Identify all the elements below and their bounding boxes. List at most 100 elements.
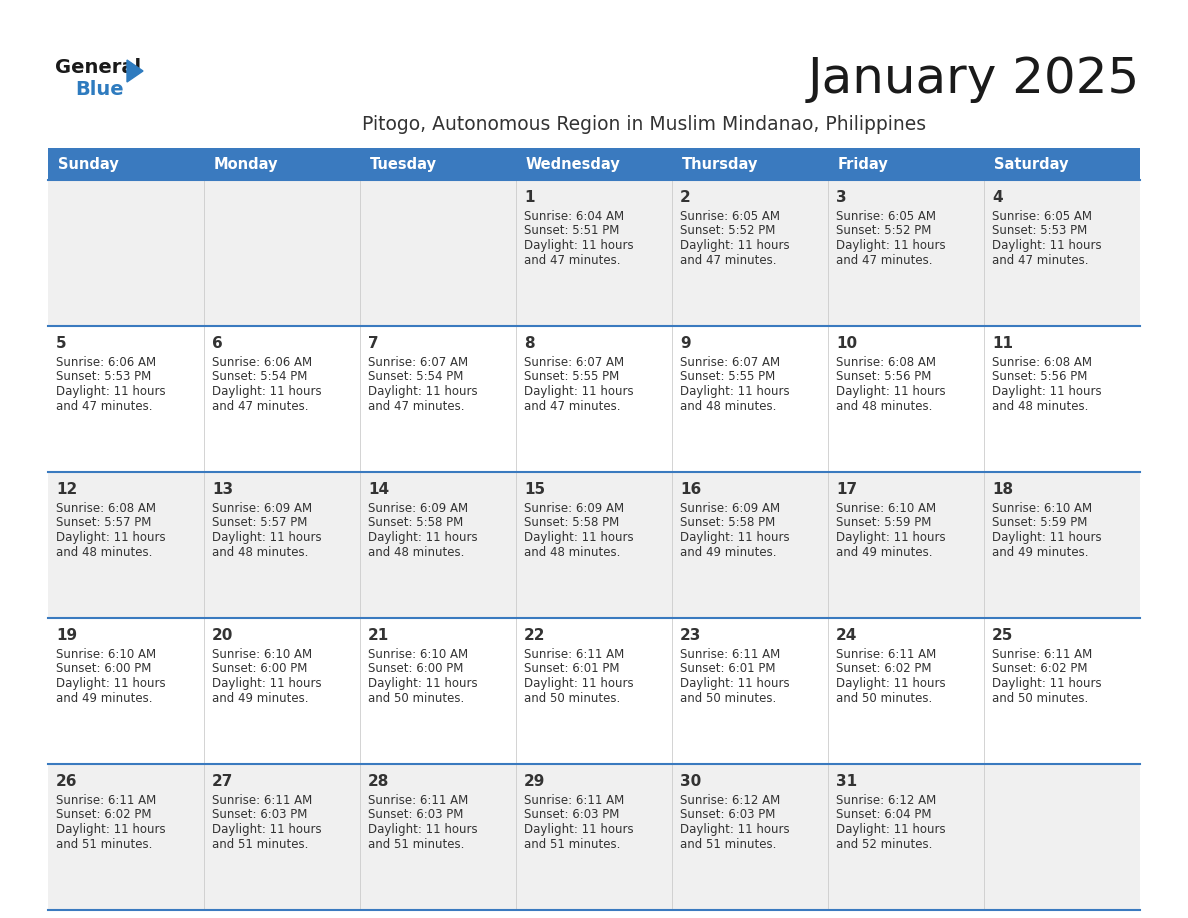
Text: Sunset: 5:52 PM: Sunset: 5:52 PM (680, 225, 776, 238)
Text: and 47 minutes.: and 47 minutes. (836, 253, 933, 266)
Text: Daylight: 11 hours: Daylight: 11 hours (211, 823, 322, 836)
Text: General: General (55, 58, 141, 77)
Text: Sunset: 6:00 PM: Sunset: 6:00 PM (368, 663, 463, 676)
Text: and 48 minutes.: and 48 minutes. (680, 399, 777, 412)
Text: 15: 15 (524, 482, 545, 497)
Text: Sunset: 6:03 PM: Sunset: 6:03 PM (211, 809, 308, 822)
Text: Sunrise: 6:11 AM: Sunrise: 6:11 AM (368, 794, 468, 807)
Text: Sunset: 6:02 PM: Sunset: 6:02 PM (836, 663, 931, 676)
Text: Sunset: 5:58 PM: Sunset: 5:58 PM (524, 517, 619, 530)
Text: 14: 14 (368, 482, 390, 497)
Text: Sunrise: 6:11 AM: Sunrise: 6:11 AM (211, 794, 312, 807)
Text: Sunset: 6:02 PM: Sunset: 6:02 PM (56, 809, 152, 822)
Text: Sunrise: 6:06 AM: Sunrise: 6:06 AM (211, 356, 312, 369)
Text: Sunrise: 6:11 AM: Sunrise: 6:11 AM (56, 794, 157, 807)
Text: and 50 minutes.: and 50 minutes. (368, 691, 465, 704)
Text: 16: 16 (680, 482, 701, 497)
Text: Sunrise: 6:12 AM: Sunrise: 6:12 AM (836, 794, 936, 807)
Text: and 47 minutes.: and 47 minutes. (524, 253, 620, 266)
Text: 13: 13 (211, 482, 233, 497)
Text: Daylight: 11 hours: Daylight: 11 hours (836, 677, 946, 690)
Text: 11: 11 (992, 336, 1013, 351)
Text: and 47 minutes.: and 47 minutes. (524, 399, 620, 412)
Text: Sunset: 6:03 PM: Sunset: 6:03 PM (368, 809, 463, 822)
Text: 29: 29 (524, 774, 545, 789)
Text: Daylight: 11 hours: Daylight: 11 hours (680, 823, 790, 836)
Text: Sunrise: 6:09 AM: Sunrise: 6:09 AM (524, 502, 624, 515)
Text: and 52 minutes.: and 52 minutes. (836, 837, 933, 850)
Text: Friday: Friday (838, 156, 889, 172)
Text: Sunset: 5:51 PM: Sunset: 5:51 PM (524, 225, 619, 238)
Text: Daylight: 11 hours: Daylight: 11 hours (56, 385, 165, 398)
Text: 2: 2 (680, 190, 690, 205)
Text: Wednesday: Wednesday (526, 156, 621, 172)
Text: and 47 minutes.: and 47 minutes. (56, 399, 152, 412)
Text: Daylight: 11 hours: Daylight: 11 hours (680, 677, 790, 690)
Text: Sunset: 5:59 PM: Sunset: 5:59 PM (836, 517, 931, 530)
Text: and 48 minutes.: and 48 minutes. (368, 545, 465, 558)
Text: Sunrise: 6:11 AM: Sunrise: 6:11 AM (836, 648, 936, 661)
Text: 20: 20 (211, 628, 233, 643)
Text: January 2025: January 2025 (808, 55, 1140, 103)
Text: Blue: Blue (75, 80, 124, 99)
Bar (48, 618, 1140, 764)
Text: Sunrise: 6:10 AM: Sunrise: 6:10 AM (211, 648, 312, 661)
Polygon shape (127, 60, 143, 82)
Text: and 47 minutes.: and 47 minutes. (368, 399, 465, 412)
Text: 23: 23 (680, 628, 701, 643)
Text: and 48 minutes.: and 48 minutes. (56, 545, 152, 558)
Text: Daylight: 11 hours: Daylight: 11 hours (56, 677, 165, 690)
Bar (48, 148, 1140, 180)
Text: Pitogo, Autonomous Region in Muslim Mindanao, Philippines: Pitogo, Autonomous Region in Muslim Mind… (362, 115, 927, 134)
Text: Sunrise: 6:09 AM: Sunrise: 6:09 AM (680, 502, 781, 515)
Text: Sunset: 5:52 PM: Sunset: 5:52 PM (836, 225, 931, 238)
Text: and 48 minutes.: and 48 minutes. (524, 545, 620, 558)
Text: Sunset: 5:57 PM: Sunset: 5:57 PM (211, 517, 308, 530)
Text: Tuesday: Tuesday (369, 156, 437, 172)
Text: 17: 17 (836, 482, 857, 497)
Text: 3: 3 (836, 190, 847, 205)
Text: Sunrise: 6:12 AM: Sunrise: 6:12 AM (680, 794, 781, 807)
Text: Sunset: 5:54 PM: Sunset: 5:54 PM (211, 371, 308, 384)
Text: and 48 minutes.: and 48 minutes. (992, 399, 1088, 412)
Text: 4: 4 (992, 190, 1003, 205)
Text: Daylight: 11 hours: Daylight: 11 hours (524, 677, 633, 690)
Text: Sunset: 6:01 PM: Sunset: 6:01 PM (680, 663, 776, 676)
Text: and 48 minutes.: and 48 minutes. (836, 399, 933, 412)
Text: 24: 24 (836, 628, 858, 643)
Text: Sunset: 5:53 PM: Sunset: 5:53 PM (992, 225, 1087, 238)
Text: Sunset: 6:03 PM: Sunset: 6:03 PM (680, 809, 776, 822)
Text: Daylight: 11 hours: Daylight: 11 hours (368, 531, 478, 544)
Text: Sunrise: 6:07 AM: Sunrise: 6:07 AM (524, 356, 624, 369)
Text: Daylight: 11 hours: Daylight: 11 hours (992, 385, 1101, 398)
Text: and 47 minutes.: and 47 minutes. (680, 253, 777, 266)
Text: 7: 7 (368, 336, 379, 351)
Text: Sunrise: 6:05 AM: Sunrise: 6:05 AM (836, 210, 936, 223)
Text: Daylight: 11 hours: Daylight: 11 hours (680, 385, 790, 398)
Text: Sunrise: 6:10 AM: Sunrise: 6:10 AM (368, 648, 468, 661)
Text: Sunrise: 6:10 AM: Sunrise: 6:10 AM (836, 502, 936, 515)
Text: Daylight: 11 hours: Daylight: 11 hours (836, 531, 946, 544)
Text: and 49 minutes.: and 49 minutes. (836, 545, 933, 558)
Text: 25: 25 (992, 628, 1013, 643)
Text: Daylight: 11 hours: Daylight: 11 hours (56, 823, 165, 836)
Text: Sunset: 6:00 PM: Sunset: 6:00 PM (211, 663, 308, 676)
Text: 5: 5 (56, 336, 67, 351)
Bar (48, 180, 1140, 326)
Text: Sunset: 5:58 PM: Sunset: 5:58 PM (680, 517, 776, 530)
Text: 28: 28 (368, 774, 390, 789)
Text: and 50 minutes.: and 50 minutes. (836, 691, 933, 704)
Text: Sunset: 5:53 PM: Sunset: 5:53 PM (56, 371, 151, 384)
Text: and 51 minutes.: and 51 minutes. (211, 837, 309, 850)
Text: Daylight: 11 hours: Daylight: 11 hours (836, 385, 946, 398)
Text: Sunrise: 6:08 AM: Sunrise: 6:08 AM (836, 356, 936, 369)
Text: Sunrise: 6:09 AM: Sunrise: 6:09 AM (211, 502, 312, 515)
Text: Sunrise: 6:11 AM: Sunrise: 6:11 AM (524, 794, 624, 807)
Text: 26: 26 (56, 774, 77, 789)
Text: Sunday: Sunday (58, 156, 119, 172)
Text: Daylight: 11 hours: Daylight: 11 hours (836, 823, 946, 836)
Text: and 50 minutes.: and 50 minutes. (680, 691, 776, 704)
Text: 22: 22 (524, 628, 545, 643)
Text: and 50 minutes.: and 50 minutes. (524, 691, 620, 704)
Text: Sunrise: 6:09 AM: Sunrise: 6:09 AM (368, 502, 468, 515)
